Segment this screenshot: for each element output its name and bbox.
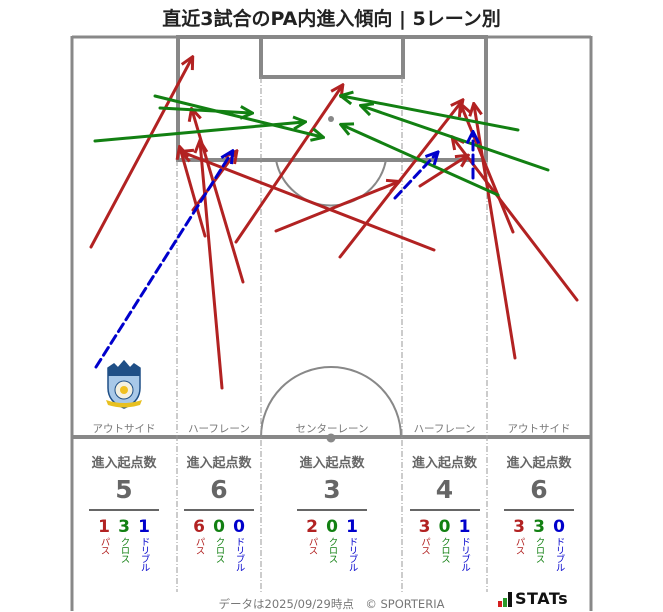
pass-arrow [338,101,462,259]
dribble-count: 0 [553,516,565,537]
lane-label-halflane-left: ハーフレーン [188,423,250,435]
pass-label: パス [98,536,110,554]
page-title: 直近3試合のPA内進入傾向 | 5レーン別 [162,8,501,30]
lane-label-center: センターレーン [295,423,369,435]
pass-arrow [474,105,517,360]
lane-stats-center: 進入起点数 3 2 パス 0 クロス 1 ドリブル [262,452,402,571]
dribble-arrow [393,153,437,200]
divider [89,509,159,511]
dribble-label: ドリブル [346,536,358,571]
stat-header: 進入起点数 [506,456,572,471]
cross-count: 3 [533,516,545,537]
lane-label-halflane-right: ハーフレーン [413,423,476,435]
pass-label: パス [419,536,430,554]
pass-label: パス [193,536,205,554]
cross-arrow [362,106,550,172]
lane-stats-outside-left: 進入起点数 5 1 パス 3 クロス 1 ドリブル [74,452,174,571]
divider [297,509,367,511]
pass-count: 1 [98,516,110,537]
pass-label: パス [306,536,318,554]
cross-arrow [342,125,500,197]
pass-arrow [234,86,342,244]
stat-total: 6 [530,475,548,504]
pass-label: パス [513,536,525,554]
dribble-label: ドリブル [459,536,470,571]
dribble-count: 1 [346,516,358,537]
pass-count: 6 [193,516,205,537]
cross-arrows [93,94,550,197]
cross-label: クロス [213,536,225,563]
logo-text: STATs [515,589,569,608]
stat-total: 5 [115,475,133,504]
pass-arrow [89,58,192,249]
cross-count: 0 [438,516,451,537]
dribble-arrow [94,152,232,369]
pass-count: 3 [513,516,525,537]
stat-total: 3 [323,475,341,504]
dribble-arrows [94,133,473,369]
dribble-label: ドリブル [138,536,150,571]
dribble-count: 1 [138,516,150,537]
pass-arrow [192,110,245,284]
pass-count: 3 [418,516,431,537]
team-emblem-icon [106,360,142,409]
logo-bars-icon [498,592,512,607]
pass-arrow [200,142,224,390]
cross-count: 0 [213,516,225,537]
cross-count: 0 [326,516,338,537]
pass-arrow [182,152,436,252]
stat-total: 4 [435,475,454,504]
cross-label: クロス [533,536,545,563]
stat-total: 6 [210,475,228,504]
pass-arrow [461,105,515,234]
lane-stats-outside-right: 進入起点数 6 3 パス 3 クロス 0 ドリブル [488,452,590,571]
pass-arrow [274,182,398,233]
lane-stats-halflane-left: 進入起点数 6 6 パス 0 クロス 0 ドリブル [178,452,260,571]
lane-label-outside-right: アウトサイド [507,423,571,435]
dribble-label: ドリブル [233,536,245,571]
pass-count: 2 [306,516,318,537]
stat-header: 進入起点数 [411,456,477,471]
stat-header: 進入起点数 [186,456,252,471]
stat-header: 進入起点数 [299,456,365,471]
cross-label: クロス [439,536,450,563]
stats-logo: STATs [498,591,568,607]
lane-label-outside-left: アウトサイド [92,423,156,435]
cross-label: クロス [118,536,130,563]
divider [184,509,254,511]
pass-arrow [180,148,207,238]
cross-arrow [153,94,322,137]
dribble-label: ドリブル [553,536,565,571]
cross-arrow [342,96,520,132]
cross-count: 3 [118,516,130,537]
data-date-footer: データは2025/09/29時点 © SPORTERIA [218,597,445,611]
cross-arrow [158,108,251,113]
dribble-count: 1 [458,516,471,537]
stat-header: 進入起点数 [91,456,157,471]
cross-label: クロス [326,536,338,563]
lane-stats-halflane-right: 進入起点数 4 3 パス 0 クロス 1 ドリブル [403,452,486,571]
pitch-lines [70,35,593,611]
divider [504,509,574,511]
dribble-count: 0 [233,516,245,537]
divider [409,509,480,511]
